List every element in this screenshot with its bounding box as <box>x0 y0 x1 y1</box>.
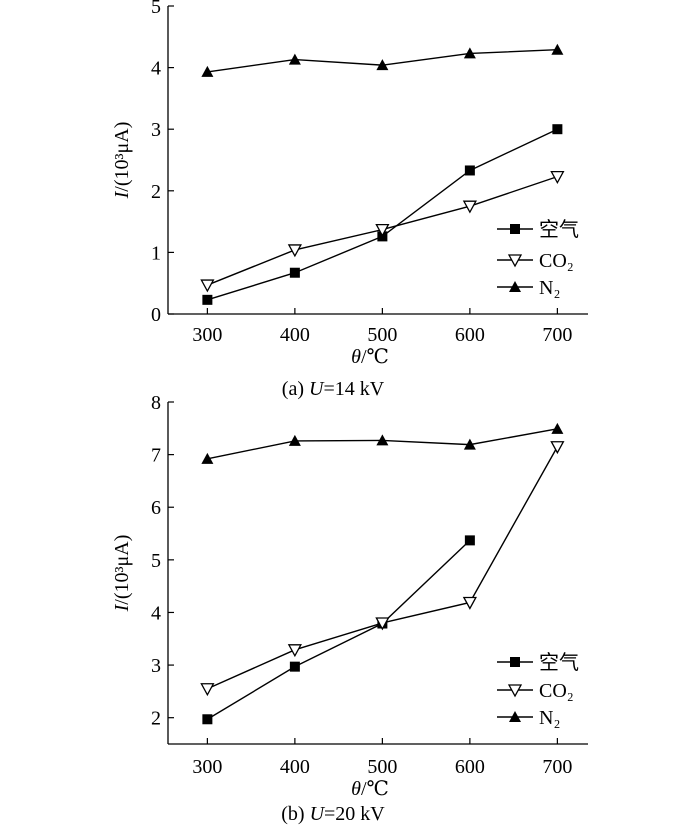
caption-var: U <box>309 378 325 400</box>
x-tick-label: 300 <box>192 324 222 346</box>
data-point <box>200 683 215 697</box>
caption-rest: =20 kV <box>324 803 385 825</box>
x-tick-label: 600 <box>455 324 485 346</box>
y-tick-label: 5 <box>151 550 161 572</box>
legend-label: 空气 <box>539 218 579 241</box>
legend-label: CO₂ <box>539 680 574 702</box>
x-tick-label: 300 <box>192 756 222 778</box>
data-point <box>550 170 565 184</box>
y-tick-label: 3 <box>151 655 161 677</box>
data-point <box>289 267 300 278</box>
data-point <box>288 434 301 446</box>
y-tick-label: 2 <box>151 708 161 730</box>
x-tick-label: 400 <box>280 756 310 778</box>
data-point <box>552 124 563 135</box>
legend-marker <box>507 684 523 698</box>
y-tick-label: 6 <box>151 497 161 519</box>
series-line <box>207 539 471 720</box>
panel-caption: (b) U=20 kV <box>281 803 385 825</box>
x-tick-label: 400 <box>280 324 310 346</box>
y-axis-label: I/(10³μA) <box>111 122 133 200</box>
data-point <box>376 59 389 71</box>
legend-marker <box>510 657 520 667</box>
x-axis-label: θ/℃ <box>351 346 389 368</box>
x-tick-label: 500 <box>367 324 397 346</box>
y-axis-label-var: I <box>111 190 133 199</box>
x-axis-label-unit: /℃ <box>361 346 389 368</box>
panel-caption: (a) U=14 kV <box>282 378 385 400</box>
x-axis-label-var: θ <box>351 346 361 368</box>
data-point <box>201 65 214 77</box>
data-point <box>376 434 389 446</box>
series-line <box>207 128 558 301</box>
data-point <box>375 223 390 237</box>
x-tick-label: 700 <box>542 756 572 778</box>
legend-label: 空气 <box>539 651 579 674</box>
chart-panel-b: 2 3 4 5 6 7 8 300 400 500 600 700 θ/℃ I/(10³μA) (b) U=… <box>111 392 588 825</box>
data-point <box>464 165 475 176</box>
data-point <box>551 422 564 434</box>
y-tick-label: 8 <box>151 392 161 414</box>
data-point <box>202 294 213 305</box>
caption-prefix: (b) <box>281 803 309 825</box>
x-axis-label-unit: /℃ <box>361 778 389 800</box>
x-tick-label: 700 <box>542 324 572 346</box>
caption-var: U <box>310 803 326 825</box>
caption-prefix: (a) <box>282 378 309 400</box>
data-point <box>287 644 302 658</box>
data-point <box>462 596 477 610</box>
y-axis-label-unit: /(10³μA) <box>111 122 133 192</box>
y-tick-label: 1 <box>151 242 161 264</box>
series-line <box>207 446 558 690</box>
data-point <box>288 53 301 65</box>
y-axis-label-unit: /(10³μA) <box>111 535 133 605</box>
x-axis-label: θ/℃ <box>351 778 389 800</box>
y-tick-label: 0 <box>151 304 161 326</box>
y-tick-label: 7 <box>151 445 161 467</box>
data-point <box>287 244 302 258</box>
legend-marker <box>509 711 521 722</box>
y-axis-label: I/(10³μA) <box>111 535 133 613</box>
y-tick-label: 4 <box>151 602 161 624</box>
legend-marker <box>510 224 520 234</box>
y-tick-label: 4 <box>151 58 161 80</box>
data-point <box>201 452 214 464</box>
data-point <box>200 279 215 293</box>
x-tick-label: 500 <box>367 756 397 778</box>
data-point <box>289 661 300 672</box>
legend-label: CO₂ <box>539 250 574 272</box>
caption-rest: =14 kV <box>323 378 384 400</box>
y-tick-label: 3 <box>151 119 161 141</box>
data-point <box>375 617 390 631</box>
x-axis-label-var: θ <box>351 778 361 800</box>
y-axis-label-var: I <box>111 603 133 612</box>
data-point <box>202 714 213 725</box>
chart-panel-a: 0 1 2 3 4 5 300 400 500 600 700 θ/℃ I/(10³μA) (a) U=1… <box>111 0 588 400</box>
data-point <box>463 47 476 59</box>
data-point <box>464 535 475 546</box>
y-tick-label: 2 <box>151 181 161 203</box>
data-point <box>550 441 565 455</box>
x-tick-label: 600 <box>455 756 485 778</box>
data-point <box>551 43 564 55</box>
legend-label: N₂ <box>539 707 560 729</box>
data-point <box>462 200 477 214</box>
y-tick-label: 5 <box>151 0 161 18</box>
legend-label: N₂ <box>539 277 560 299</box>
legend-marker <box>509 281 521 292</box>
data-point <box>463 438 476 450</box>
legend-marker <box>507 254 523 268</box>
